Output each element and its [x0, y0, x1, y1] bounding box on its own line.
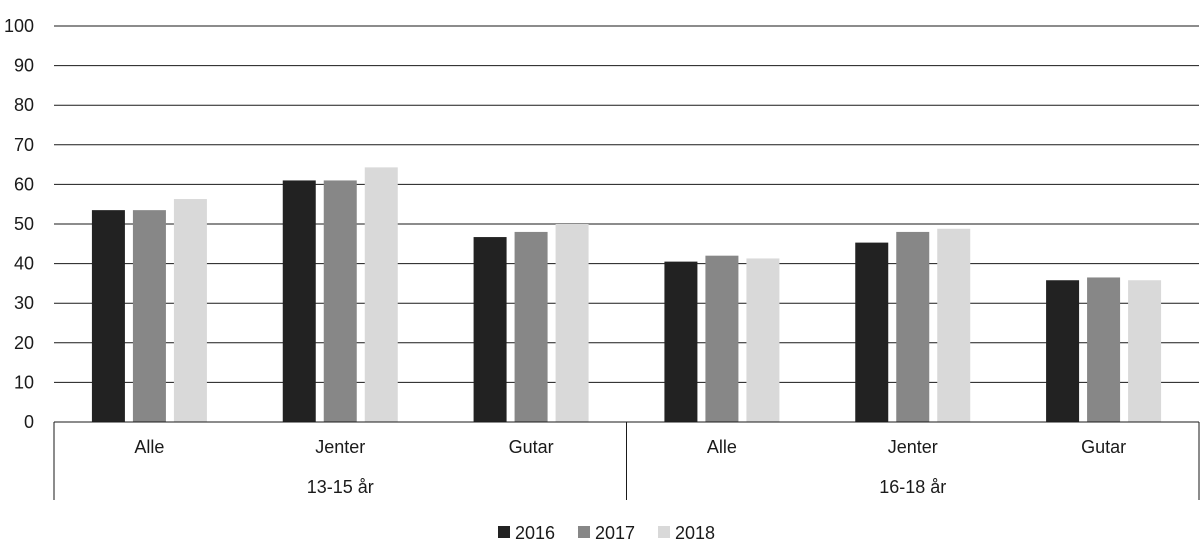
- bar: [937, 228, 971, 422]
- category-label: Alle: [134, 437, 164, 457]
- y-tick-label: 40: [14, 254, 34, 274]
- bar: [514, 231, 548, 422]
- y-tick-label: 80: [14, 95, 34, 115]
- bar: [746, 258, 780, 422]
- legend-swatch: [578, 526, 590, 538]
- bar: [705, 255, 739, 422]
- legend-label: 2016: [515, 523, 555, 543]
- bar: [473, 237, 507, 422]
- group-label: 13-15 år: [307, 477, 374, 497]
- y-tick-label: 30: [14, 293, 34, 313]
- y-tick-label: 0: [24, 412, 34, 432]
- bar: [1128, 280, 1162, 422]
- y-tick-label: 10: [14, 372, 34, 392]
- gridlines: [54, 25, 1199, 383]
- y-tick-label: 90: [14, 56, 34, 76]
- bar: [364, 167, 398, 422]
- category-label: Gutar: [509, 437, 554, 457]
- category-label: Jenter: [888, 437, 938, 457]
- bar: [132, 210, 166, 422]
- category-label: Jenter: [315, 437, 365, 457]
- bar: [896, 231, 930, 422]
- legend-label: 2018: [675, 523, 715, 543]
- bar: [1046, 280, 1080, 422]
- y-tick-label: 20: [14, 333, 34, 353]
- legend-label: 2017: [595, 523, 635, 543]
- y-tick-label: 60: [14, 174, 34, 194]
- legend-swatch: [498, 526, 510, 538]
- bar: [664, 261, 698, 422]
- y-tick-label: 50: [14, 214, 34, 234]
- category-label: Gutar: [1081, 437, 1126, 457]
- bar: [1087, 277, 1121, 422]
- y-axis-ticks: 0 10 20 30 40 50 60 70 80 90 100: [4, 16, 34, 432]
- legend: 2016 2017 2018: [498, 523, 715, 543]
- bar: [555, 224, 589, 422]
- bar: [323, 180, 357, 422]
- legend-swatch: [658, 526, 670, 538]
- category-label: Alle: [707, 437, 737, 457]
- x-axis: Alle Jenter Gutar 13-15 år Alle Jenter Gutar 16…: [53, 421, 1200, 500]
- bar: [282, 180, 316, 422]
- y-tick-label: 70: [14, 135, 34, 155]
- bar: [91, 210, 125, 422]
- bar: [855, 242, 889, 422]
- y-tick-label: 100: [4, 16, 34, 36]
- group-label: 16-18 år: [879, 477, 946, 497]
- bars: [91, 167, 1162, 422]
- bar: [173, 199, 207, 422]
